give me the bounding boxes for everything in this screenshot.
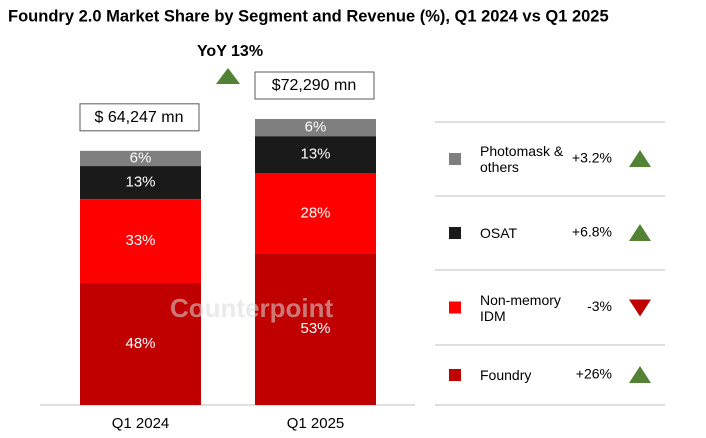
bar-segment <box>80 150 201 167</box>
chart-title: Foundry 2.0 Market Share by Segment and … <box>8 7 609 25</box>
watermark: Counterpoint <box>170 293 334 323</box>
change-arrow <box>629 299 651 317</box>
bar-segment <box>80 166 201 200</box>
x-tick-label: Q1 2025 <box>287 415 345 432</box>
change-label: +26% <box>576 366 612 382</box>
legend-swatch <box>449 301 461 314</box>
value-label: 33% <box>125 232 155 249</box>
yoy-annotation: YoY 13% <box>197 43 263 60</box>
revenue-label: $ 64,247 mn <box>95 109 184 126</box>
bar-segment <box>255 119 376 137</box>
legend-label: Foundry <box>480 367 532 383</box>
bar-segment <box>255 253 376 405</box>
value-label: 13% <box>125 174 155 191</box>
legend-label: Non-memory IDM <box>480 291 561 324</box>
legend-swatch <box>449 153 461 165</box>
value-label: 13% <box>300 146 330 163</box>
bar-segment <box>255 173 376 254</box>
value-label: 53% <box>300 320 330 337</box>
legend-swatch <box>449 369 461 381</box>
revenue-box <box>79 103 200 132</box>
bar-segment <box>255 136 376 174</box>
legend-label: Photomask & others <box>480 143 564 175</box>
change-arrow <box>629 224 651 241</box>
legend-label: OSAT <box>480 225 518 241</box>
value-label: 6% <box>305 119 327 136</box>
revenue-label: $72,290 mn <box>272 77 357 94</box>
legend-swatch <box>449 227 461 239</box>
change-label: +6.8% <box>572 224 612 240</box>
value-label: 6% <box>130 149 152 166</box>
revenue-box <box>254 71 375 100</box>
change-label: -3% <box>587 298 612 314</box>
bar-segment <box>80 282 201 405</box>
change-arrow <box>629 150 651 167</box>
x-tick-label: Q1 2024 <box>112 415 170 432</box>
value-label: 48% <box>125 335 155 352</box>
bar-segment <box>80 199 201 283</box>
change-label: +3.2% <box>572 150 612 166</box>
value-label: 28% <box>300 204 330 221</box>
change-arrow <box>629 366 651 383</box>
yoy-arrow <box>216 68 240 84</box>
